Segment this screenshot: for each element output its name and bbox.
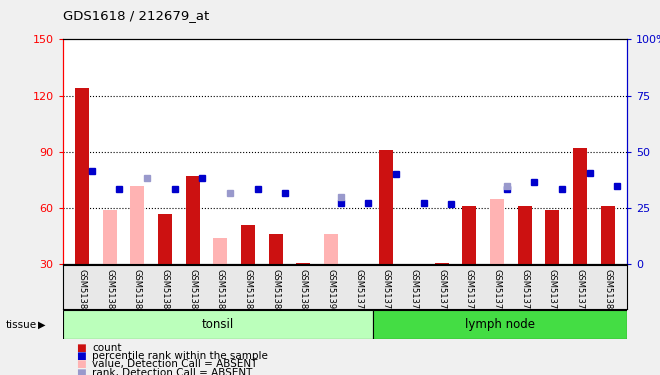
Bar bbox=[324, 234, 338, 264]
Bar bbox=[213, 238, 227, 264]
Text: lymph node: lymph node bbox=[465, 318, 535, 331]
Text: tonsil: tonsil bbox=[202, 318, 234, 331]
Bar bbox=[158, 214, 172, 264]
Bar bbox=[63, 310, 373, 339]
Bar bbox=[435, 262, 449, 264]
Text: GSM51372: GSM51372 bbox=[382, 268, 391, 314]
Text: rank, Detection Call = ABSENT: rank, Detection Call = ABSENT bbox=[92, 368, 253, 375]
Text: GSM51386: GSM51386 bbox=[216, 268, 225, 314]
Text: tissue: tissue bbox=[5, 320, 36, 330]
Text: GSM51376: GSM51376 bbox=[492, 268, 502, 314]
Bar bbox=[463, 206, 477, 264]
Text: GSM51373: GSM51373 bbox=[409, 268, 418, 314]
Text: ■: ■ bbox=[76, 360, 86, 369]
Bar bbox=[545, 210, 559, 264]
Bar bbox=[490, 199, 504, 264]
Text: count: count bbox=[92, 343, 122, 353]
Text: GSM51381: GSM51381 bbox=[78, 268, 86, 314]
Text: GSM51383: GSM51383 bbox=[133, 268, 142, 314]
Text: GSM51390: GSM51390 bbox=[327, 268, 335, 314]
Text: GSM51384: GSM51384 bbox=[160, 268, 170, 314]
Bar bbox=[241, 225, 255, 264]
Text: GDS1618 / 212679_at: GDS1618 / 212679_at bbox=[63, 9, 209, 22]
Bar bbox=[269, 234, 282, 264]
Text: GSM51385: GSM51385 bbox=[188, 268, 197, 314]
Text: GSM51375: GSM51375 bbox=[465, 268, 474, 314]
Bar bbox=[573, 148, 587, 264]
Text: percentile rank within the sample: percentile rank within the sample bbox=[92, 351, 268, 361]
Text: ■: ■ bbox=[76, 368, 86, 375]
Text: GSM51387: GSM51387 bbox=[244, 268, 253, 314]
Text: ■: ■ bbox=[76, 343, 86, 353]
Bar bbox=[75, 88, 89, 264]
Bar bbox=[186, 176, 199, 264]
Text: GSM51377: GSM51377 bbox=[520, 268, 529, 314]
Text: GSM51382: GSM51382 bbox=[105, 268, 114, 314]
Bar bbox=[103, 210, 117, 264]
Bar bbox=[296, 262, 310, 264]
Text: GSM51379: GSM51379 bbox=[576, 268, 585, 314]
Text: ▶: ▶ bbox=[38, 320, 45, 330]
Text: GSM51389: GSM51389 bbox=[299, 268, 308, 314]
Bar bbox=[131, 186, 145, 264]
Text: ■: ■ bbox=[76, 351, 86, 361]
Bar bbox=[601, 206, 614, 264]
Bar bbox=[373, 310, 627, 339]
Text: GSM51388: GSM51388 bbox=[271, 268, 280, 314]
Bar bbox=[517, 206, 531, 264]
Text: GSM51374: GSM51374 bbox=[437, 268, 446, 314]
Text: GSM51378: GSM51378 bbox=[548, 268, 557, 314]
Text: GSM51380: GSM51380 bbox=[603, 268, 612, 314]
Bar bbox=[379, 150, 393, 264]
Text: GSM51371: GSM51371 bbox=[354, 268, 363, 314]
Text: value, Detection Call = ABSENT: value, Detection Call = ABSENT bbox=[92, 360, 258, 369]
